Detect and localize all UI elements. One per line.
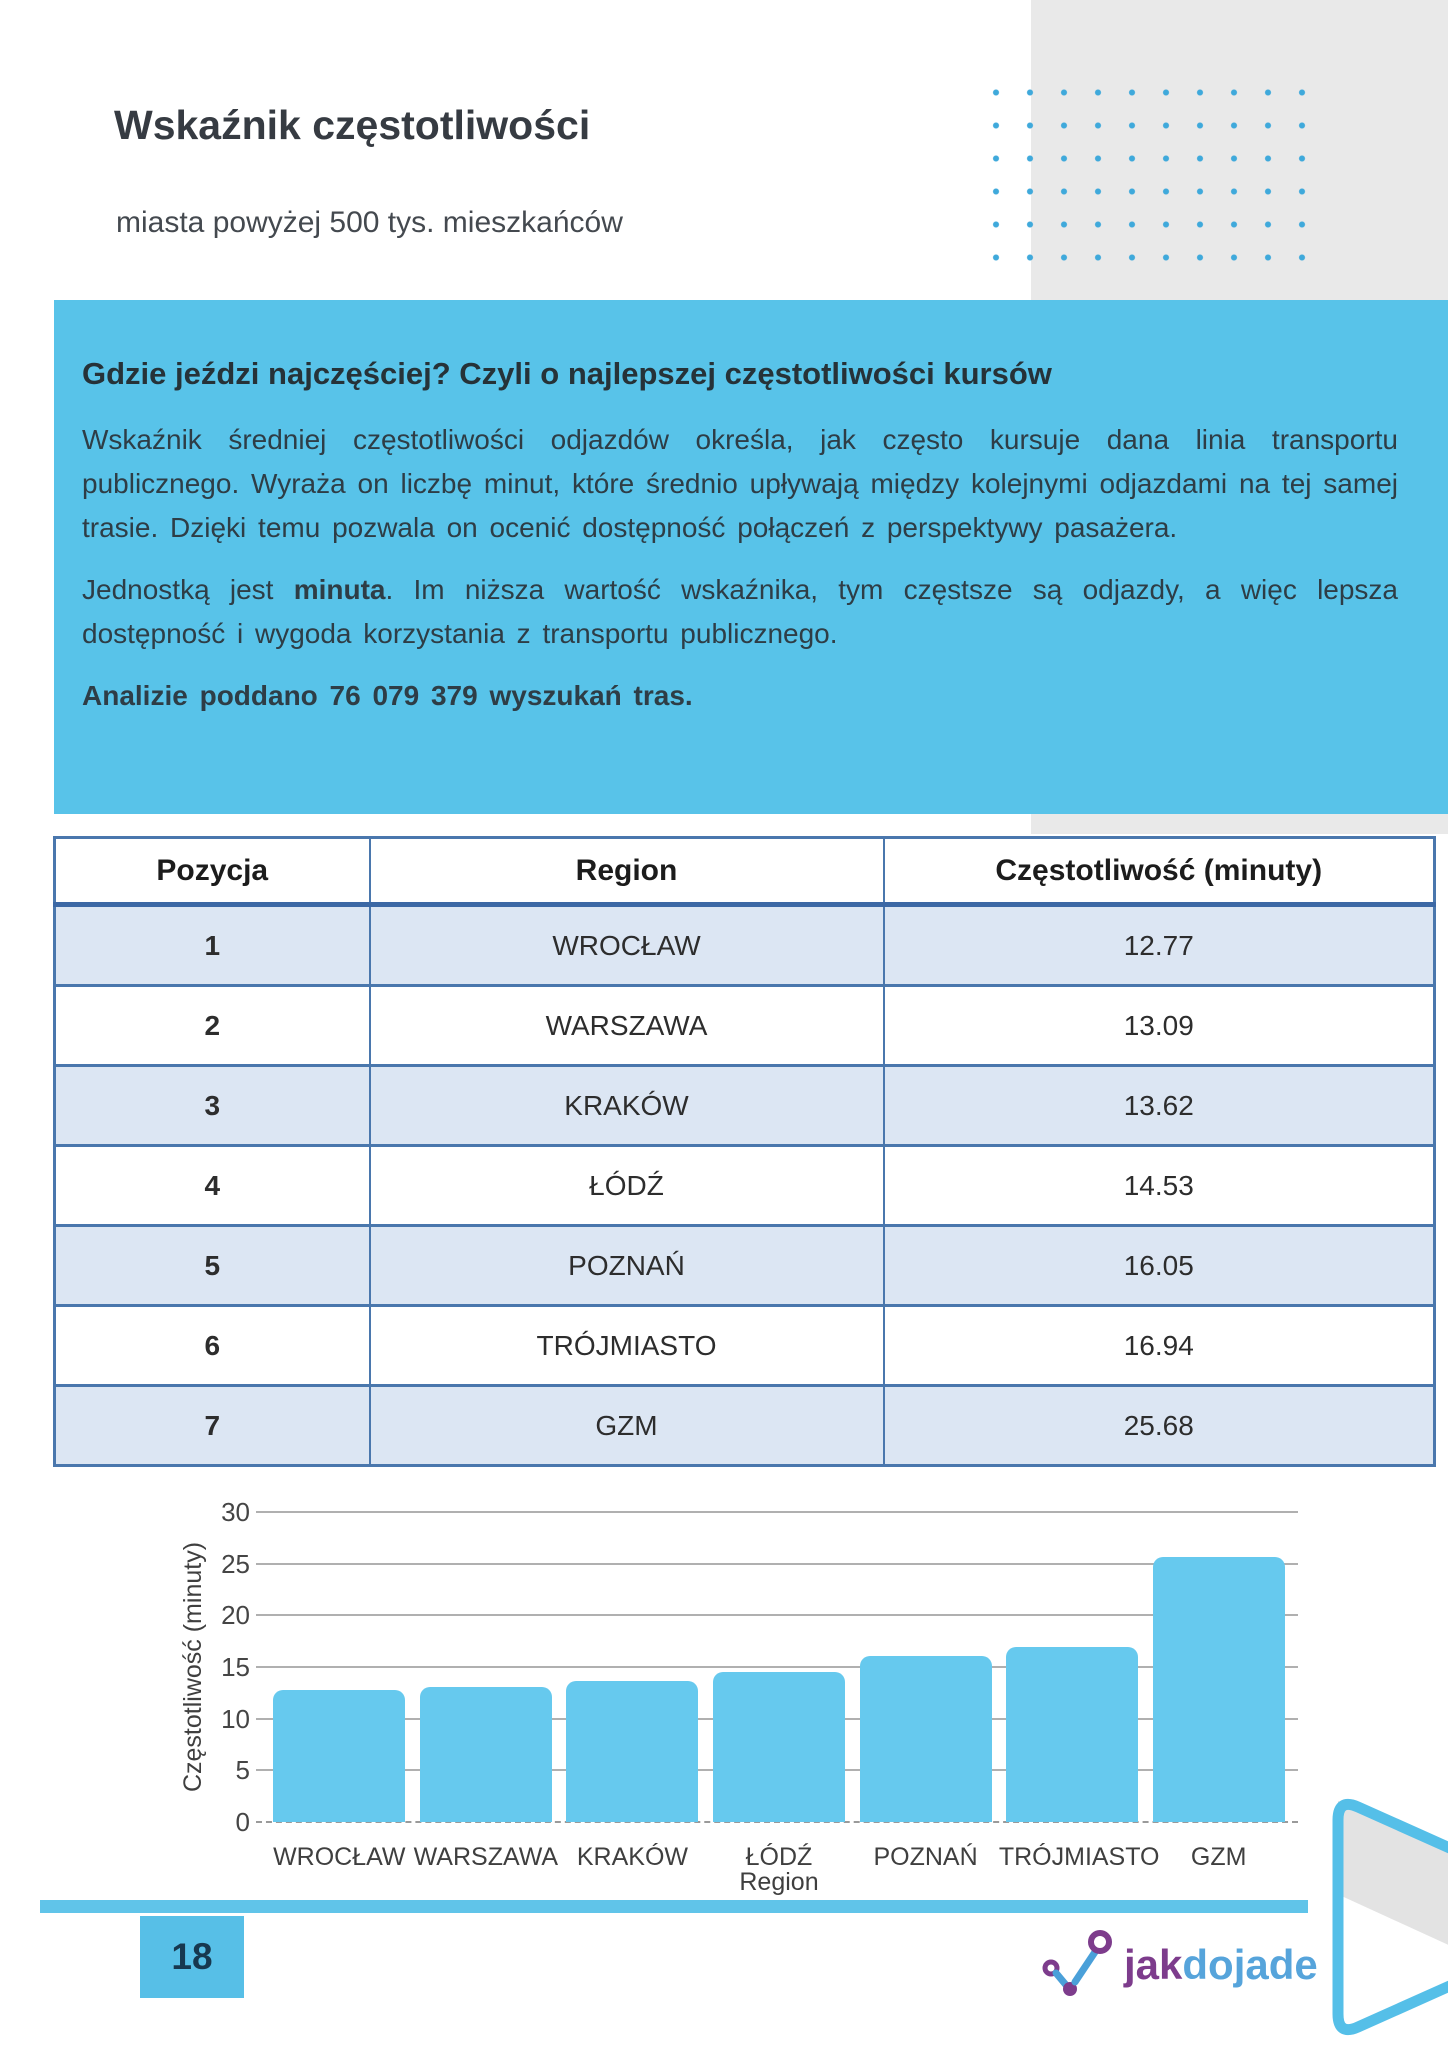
chart-y-tick-label: 5 bbox=[235, 1755, 250, 1786]
chart-y-axis-title: Częstotliwość (minuty) bbox=[179, 1541, 207, 1793]
table-row: 2 WARSZAWA 13.09 bbox=[53, 985, 1436, 1067]
table-cell-region: GZM bbox=[368, 1385, 885, 1467]
intro-box: Gdzie jeździ najczęściej? Czyli o najlep… bbox=[54, 300, 1448, 814]
page-title: Wskaźnik częstotliwości bbox=[114, 102, 591, 148]
table-cell-freq: 13.62 bbox=[882, 1065, 1436, 1147]
jakdojade-logo: jakdojade bbox=[1040, 1925, 1318, 2005]
table-cell-region: WROCŁAW bbox=[368, 904, 885, 987]
chart-y-tick-label: 25 bbox=[221, 1548, 250, 1579]
chart-gridline bbox=[256, 1562, 1298, 1565]
chart-x-category-label: GZM bbox=[1190, 1843, 1247, 1871]
table-row: 6 TRÓJMIASTO 16.94 bbox=[53, 1305, 1436, 1387]
decor-triangle bbox=[1332, 1798, 1448, 2036]
table-header-row: Pozycja Region Częstotliwość (minuty) bbox=[53, 837, 1436, 907]
chart-bar-WARSZAWA bbox=[419, 1686, 552, 1822]
chart-bar-GZM bbox=[1152, 1556, 1285, 1822]
intro-paragraph-1: Wskaźnik średniej częstotliwości odjazdó… bbox=[82, 424, 1398, 543]
table-cell-freq: 16.05 bbox=[882, 1225, 1436, 1307]
decor-dot-grid bbox=[979, 76, 1319, 274]
chart-x-category-label: WARSZAWA bbox=[413, 1843, 559, 1871]
table-cell-pos: 2 bbox=[53, 985, 371, 1067]
page-subtitle: miasta powyżej 500 tys. mieszkańców bbox=[116, 206, 623, 239]
jakdojade-wordmark: jakdojade bbox=[1124, 1941, 1318, 1989]
table-row: 5 POZNAŃ 16.05 bbox=[53, 1225, 1436, 1307]
chart-gridline bbox=[256, 1717, 1298, 1720]
table-cell-freq: 13.09 bbox=[882, 985, 1436, 1067]
table-cell-pos: 7 bbox=[53, 1385, 371, 1467]
chart-x-category-label: WROCŁAW bbox=[273, 1843, 406, 1871]
column-header-frequency: Częstotliwość (minuty) bbox=[882, 837, 1436, 907]
table-cell-region: ŁÓDŹ bbox=[368, 1145, 885, 1227]
chart-gridline bbox=[256, 1769, 1298, 1772]
chart-y-tick-label: 20 bbox=[221, 1600, 250, 1631]
chart-y-tick-label: 0 bbox=[235, 1807, 250, 1837]
chart-gridline bbox=[256, 1614, 1298, 1617]
table-cell-region: POZNAŃ bbox=[368, 1225, 885, 1307]
intro-paragraph-2-suffix: . Im niższa wartość wskaźnika, tym częst… bbox=[82, 574, 1399, 649]
page-number: 18 bbox=[171, 1936, 213, 1977]
chart-gridline bbox=[256, 1511, 1298, 1513]
intro-paragraph-2-prefix: Jednostką jest bbox=[82, 574, 294, 605]
table-cell-pos: 5 bbox=[53, 1225, 371, 1307]
chart-bar-POZNAŃ bbox=[859, 1656, 992, 1822]
chart-x-category-label: TRÓJMIASTO bbox=[998, 1843, 1160, 1871]
chart-x-category-label: ŁÓDŹ bbox=[745, 1843, 813, 1871]
table-row: 4 ŁÓDŹ 14.53 bbox=[53, 1145, 1436, 1227]
intro-heading: Gdzie jeździ najczęściej? Czyli o najlep… bbox=[82, 356, 1052, 391]
jakdojade-logo-icon bbox=[1042, 1930, 1112, 1996]
table-cell-freq: 14.53 bbox=[882, 1145, 1436, 1227]
logo-text-jak: jak bbox=[1124, 1941, 1183, 1988]
logo-text-dojade: dojade bbox=[1182, 1941, 1318, 1988]
chart-gridline bbox=[256, 1821, 1298, 1823]
table-cell-freq: 12.77 bbox=[882, 904, 1436, 987]
chart-bar-WROCŁAW bbox=[273, 1690, 406, 1822]
column-header-region: Region bbox=[368, 837, 885, 907]
table-cell-region: KRAKÓW bbox=[368, 1065, 885, 1147]
intro-paragraph-2: Jednostką jest minuta. Im niższa wartość… bbox=[82, 568, 1398, 656]
table-row: 3 KRAKÓW 13.62 bbox=[53, 1065, 1436, 1147]
chart-x-axis-title: Region bbox=[739, 1868, 819, 1896]
intro-paragraph-2-bold-word: minuta bbox=[293, 574, 386, 605]
table-cell-region: WARSZAWA bbox=[368, 985, 885, 1067]
table-cell-pos: 4 bbox=[53, 1145, 371, 1227]
chart-bar-TRÓJMIASTO bbox=[1006, 1646, 1139, 1822]
column-header-position: Pozycja bbox=[53, 837, 371, 907]
decor-bottom-strip bbox=[40, 1900, 1308, 1913]
table-cell-freq: 25.68 bbox=[882, 1385, 1436, 1467]
chart-y-tick-label: 15 bbox=[221, 1652, 250, 1682]
chart-y-tick-label: 30 bbox=[221, 1497, 250, 1527]
table-cell-freq: 16.94 bbox=[882, 1305, 1436, 1387]
chart-bar-ŁÓDŹ bbox=[713, 1671, 845, 1822]
table-cell-pos: 6 bbox=[53, 1305, 371, 1387]
chart-bar-KRAKÓW bbox=[566, 1681, 699, 1822]
chart-x-category-label: KRAKÓW bbox=[576, 1843, 688, 1871]
table-cell-region: TRÓJMIASTO bbox=[368, 1305, 885, 1387]
intro-stat-line: Analizie poddano 76 079 379 wyszukań tra… bbox=[82, 680, 693, 711]
chart-x-category-label: POZNAŃ bbox=[873, 1843, 978, 1871]
table-row: 1 WROCŁAW 12.77 bbox=[53, 904, 1436, 987]
table-row: 7 GZM 25.68 bbox=[53, 1385, 1436, 1467]
page-number-badge: 18 bbox=[140, 1916, 244, 1998]
chart-gridline bbox=[256, 1666, 1298, 1668]
table-cell-pos: 1 bbox=[53, 904, 371, 987]
chart-y-tick-label: 10 bbox=[221, 1703, 250, 1734]
table-cell-pos: 3 bbox=[53, 1065, 371, 1147]
